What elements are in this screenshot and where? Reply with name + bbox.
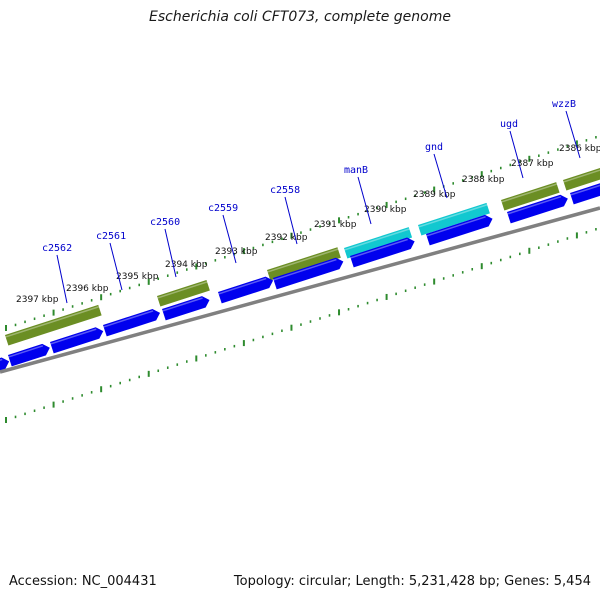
cds-arrow <box>218 276 274 304</box>
feature-block <box>157 280 210 307</box>
tick-label: 2392 kbp <box>265 233 308 243</box>
feature-block <box>418 202 490 236</box>
tick-label: 2388 kbp <box>462 175 505 185</box>
genome-backbone <box>0 206 600 374</box>
cds-arrow-highlight <box>507 195 562 215</box>
cds-arrow-highlight <box>218 277 267 295</box>
tick-labels: 2397 kbp 2396 kbp 2395 kbp 2394 kbp 2393 kbp… <box>16 144 600 305</box>
cds-arrow <box>570 183 600 205</box>
cds-arrow-highlight <box>426 216 486 237</box>
gene-leader-line <box>433 153 448 199</box>
cds-arrow-highlight <box>50 328 97 345</box>
gene-leader-line <box>509 130 524 179</box>
feature-block <box>344 227 413 259</box>
gene-leader-line <box>284 196 298 245</box>
tick-label: 2391 kbp <box>314 220 357 230</box>
feature-block-highlight <box>418 204 488 228</box>
gene-label: ugd <box>500 119 518 130</box>
cds-arrow <box>507 194 568 224</box>
feature-block-highlight <box>344 228 410 251</box>
gene-label: c2561 <box>96 231 126 242</box>
cds-track <box>0 183 600 371</box>
cds-arrow <box>0 357 10 371</box>
gene-leader-line <box>56 254 68 304</box>
gene-label: c2562 <box>42 243 72 254</box>
cds-arrow <box>162 296 210 321</box>
feature-block <box>5 304 102 346</box>
cds-arrow-highlight <box>162 297 203 312</box>
feature-block <box>501 182 560 211</box>
tick-label: 2389 kbp <box>413 190 456 200</box>
feature-block-highlight <box>267 248 339 273</box>
accession-text: Accession: NC_004431 <box>9 574 157 589</box>
tick-label: 2394 kbp <box>165 260 208 270</box>
cds-arrow-highlight <box>0 358 3 361</box>
cds-arrow <box>426 214 493 246</box>
cds-arrow <box>50 327 104 354</box>
feature-track <box>5 168 600 346</box>
cds-arrow-highlight <box>570 184 600 196</box>
gene-leader-line <box>164 228 177 278</box>
tick-label: 2395 kbp <box>116 272 159 282</box>
gene-label: c2559 <box>208 203 238 214</box>
cds-arrow-highlight <box>103 310 154 328</box>
cds-arrow <box>350 237 415 268</box>
genome-title: Escherichia coli CFT073, complete genome <box>149 9 451 25</box>
gene-label: manB <box>344 165 368 176</box>
cds-arrow <box>8 343 50 367</box>
tick-label: 2393 kbp <box>215 247 258 257</box>
tick-label: 2387 kbp <box>511 159 554 169</box>
gene-label: gnd <box>425 142 443 153</box>
gene-label: c2558 <box>270 185 300 196</box>
tick-label: 2397 kbp <box>16 295 59 305</box>
gene-leader-line <box>565 110 581 159</box>
feature-block-highlight <box>501 183 558 203</box>
gene-leader-line <box>222 214 237 264</box>
feature-block-highlight <box>563 169 600 183</box>
tick-label: 2396 kbp <box>66 284 109 294</box>
cds-arrow-highlight <box>273 258 337 281</box>
feature-block-highlight <box>157 281 208 299</box>
cds-arrow <box>103 309 161 337</box>
tick-label: 2390 kbp <box>364 205 407 215</box>
gene-leader-line <box>357 176 372 225</box>
gene-labels: c2562 c2561 c2560 c2559 c2558 manB gnd ugd wzzB <box>42 99 581 304</box>
feature-block <box>267 247 341 281</box>
gene-label: c2560 <box>150 217 180 228</box>
feature-block-highlight <box>5 306 100 338</box>
cds-arrow-highlight <box>350 238 408 259</box>
genome-info-text: Topology: circular; Length: 5,231,428 bp… <box>233 574 591 589</box>
scale-ticks-outer <box>5 136 597 331</box>
cds-arrow-highlight <box>8 345 44 358</box>
tick-label: 2386 kbp <box>559 144 600 154</box>
gene-label: wzzB <box>552 99 576 110</box>
gene-leader-line <box>109 242 123 291</box>
feature-block <box>563 168 600 191</box>
scale-ticks-inner <box>5 228 597 423</box>
cds-arrow <box>273 257 344 290</box>
